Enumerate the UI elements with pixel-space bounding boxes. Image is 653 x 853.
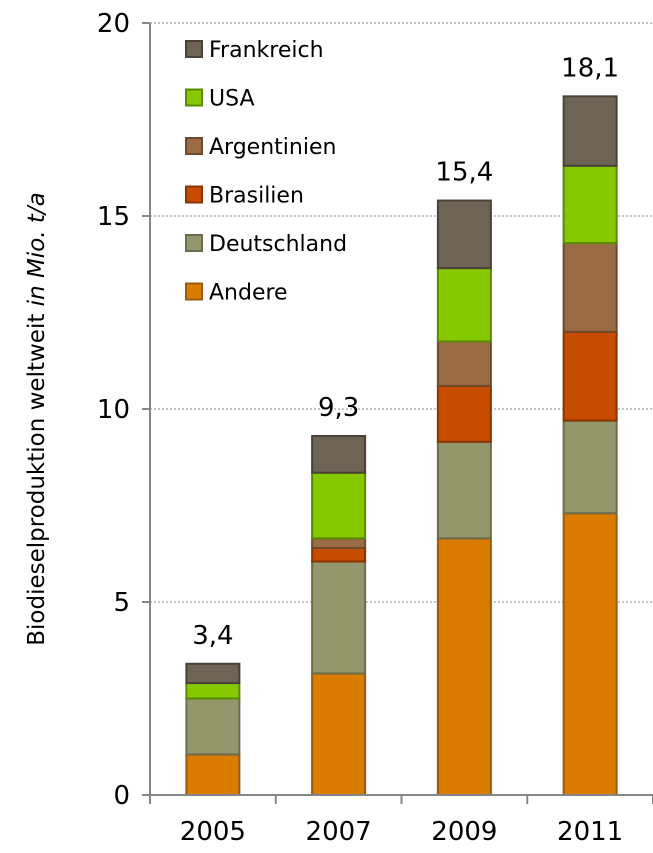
bar-segment-argentinien-2011	[562, 242, 618, 333]
bar-segment-andere-2009	[436, 537, 492, 796]
legend-label-deutschland: Deutschland	[209, 232, 347, 257]
legend-label-frankreich: Frankreich	[209, 38, 324, 63]
legend-label-brasilien: Brasilien	[209, 184, 304, 209]
bar-segment-andere-2005	[185, 753, 241, 796]
total-label-2011: 18,1	[561, 53, 619, 83]
y-axis-label-unit: in Mio. t/a	[24, 192, 50, 306]
bar-segment-deutschland-2007	[311, 560, 367, 675]
bar-segment-frankreich-2009	[436, 199, 492, 270]
bar-segment-brasilien-2007	[311, 546, 367, 563]
axes: 0 5 10 15 20 2005 2007 2009 2011	[97, 9, 653, 847]
bar-segment-brasilien-2009	[436, 384, 492, 443]
bar-segment-brasilien-2011	[562, 330, 618, 422]
total-labels: 3,4 9,3 15,4 18,1	[192, 53, 619, 650]
legend-swatch-andere	[185, 282, 203, 301]
bar-segment-andere-2011	[562, 512, 618, 796]
y-tick-label: 0	[113, 781, 130, 811]
legend-swatch-usa	[185, 88, 203, 107]
bar-segment-frankreich-2007	[311, 435, 367, 474]
bar-segment-usa-2009	[436, 267, 492, 343]
legend-label-usa: USA	[209, 87, 255, 112]
bar-segment-argentinien-2009	[436, 340, 492, 387]
legend-label-andere: Andere	[209, 281, 288, 306]
y-tick-label: 20	[97, 9, 130, 39]
y-tick-label: 15	[97, 202, 130, 232]
x-tick-label: 2011	[557, 817, 623, 847]
total-label-2005: 3,4	[192, 621, 233, 651]
bar-segment-usa-2011	[562, 164, 618, 245]
bar-segment-andere-2007	[311, 672, 367, 796]
bar-stacks	[185, 95, 618, 796]
x-tick-label: 2007	[306, 817, 372, 847]
bar-segment-deutschland-2009	[436, 440, 492, 540]
y-tick-label: 5	[113, 588, 130, 618]
total-label-2009: 15,4	[435, 158, 493, 188]
total-label-2007: 9,3	[318, 393, 359, 423]
x-tick-label: 2005	[180, 817, 246, 847]
bar-segment-deutschland-2005	[185, 697, 241, 756]
bar-segment-argentinien-2007	[311, 537, 367, 549]
bar-segment-usa-2007	[311, 471, 367, 540]
x-tick-label: 2009	[431, 817, 497, 847]
legend-label-argentinien: Argentinien	[209, 135, 336, 160]
y-axis-label-main: Biodieselproduktion weltweit	[24, 306, 50, 645]
bar-segment-usa-2005	[185, 682, 241, 700]
bar-segment-deutschland-2011	[562, 419, 618, 515]
y-tick-label: 10	[97, 395, 130, 425]
legend-swatch-brasilien	[185, 185, 203, 204]
legend-swatch-deutschland	[185, 234, 203, 252]
bar-segment-frankreich-2011	[562, 95, 618, 167]
legend-swatch-argentinien	[185, 137, 203, 155]
y-axis-label: Biodieselproduktion weltweit in Mio. t/a	[24, 192, 50, 646]
legend: Frankreich USA Argentinien Brasilien Deutsch…	[185, 38, 347, 306]
bar-segment-frankreich-2005	[185, 662, 241, 685]
legend-swatch-frankreich	[185, 40, 203, 58]
